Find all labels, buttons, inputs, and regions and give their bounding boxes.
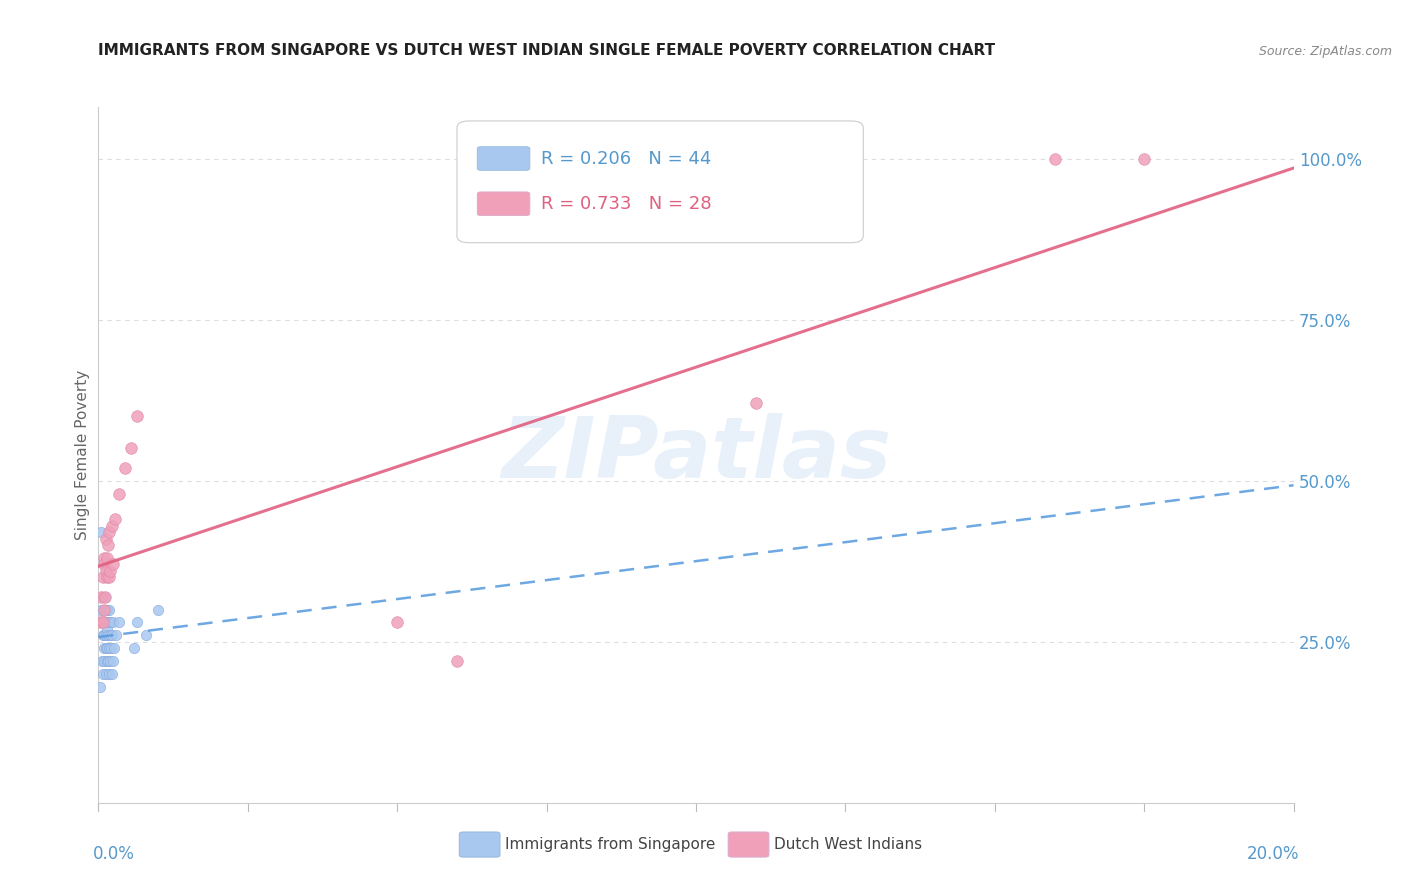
Point [124, 641, 146, 656]
Point [94, 590, 117, 604]
Point [103, 558, 125, 572]
Point [94, 667, 117, 681]
FancyBboxPatch shape [460, 832, 501, 857]
Text: IMMIGRANTS FROM SINGAPORE VS DUTCH WEST INDIAN SINGLE FEMALE POVERTY CORRELATION: IMMIGRANTS FROM SINGAPORE VS DUTCH WEST … [98, 43, 995, 58]
Y-axis label: Single Female Poverty: Single Female Poverty [75, 370, 90, 540]
Point [104, 512, 127, 526]
FancyBboxPatch shape [728, 832, 769, 857]
Point [94, 564, 117, 578]
Point [100, 564, 122, 578]
Point [96, 615, 118, 630]
Point [98, 570, 121, 584]
Point [90, 590, 112, 604]
Point [385, 615, 409, 630]
Point [120, 442, 142, 456]
Point [94, 641, 117, 656]
Point [96, 532, 118, 546]
Point [89, 680, 111, 694]
Point [97, 525, 120, 540]
Point [97, 538, 120, 552]
Point [1043, 152, 1066, 166]
Point [94, 615, 117, 630]
Text: R = 0.206   N = 44: R = 0.206 N = 44 [540, 150, 711, 168]
Text: Immigrants from Singapore: Immigrants from Singapore [505, 837, 716, 852]
Point [91, 667, 114, 681]
Point [98, 602, 121, 616]
Point [114, 460, 136, 475]
Point [91, 590, 114, 604]
Point [446, 654, 468, 668]
Point [98, 628, 121, 642]
Point [89, 615, 111, 630]
FancyBboxPatch shape [457, 121, 863, 243]
Point [127, 409, 149, 424]
Point [745, 396, 768, 410]
Point [135, 628, 157, 642]
Point [93, 628, 115, 642]
Point [98, 641, 121, 656]
Point [94, 590, 117, 604]
Point [108, 486, 131, 500]
Point [97, 628, 120, 642]
Point [96, 602, 118, 616]
Point [100, 641, 122, 656]
Point [96, 622, 118, 636]
Point [103, 615, 125, 630]
Point [93, 602, 115, 616]
Point [91, 615, 114, 630]
Point [90, 525, 112, 540]
Point [96, 602, 118, 616]
Point [93, 558, 115, 572]
Point [100, 518, 122, 533]
Point [93, 602, 115, 616]
Point [105, 628, 128, 642]
Point [100, 615, 122, 630]
Point [97, 667, 120, 681]
Text: 0.0%: 0.0% [93, 845, 135, 863]
Point [1133, 152, 1156, 166]
Point [93, 641, 115, 656]
Point [93, 551, 115, 566]
Point [108, 615, 131, 630]
Point [101, 654, 124, 668]
Text: ZIPatlas: ZIPatlas [501, 413, 891, 497]
Point [91, 628, 114, 642]
Point [91, 615, 114, 630]
Point [101, 628, 124, 642]
Point [91, 570, 114, 584]
Point [96, 551, 118, 566]
Point [96, 628, 118, 642]
Point [96, 654, 118, 668]
Point [93, 654, 115, 668]
FancyBboxPatch shape [477, 146, 530, 170]
Text: Source: ZipAtlas.com: Source: ZipAtlas.com [1258, 45, 1392, 58]
Point [148, 602, 170, 616]
Point [97, 654, 120, 668]
Point [90, 602, 112, 616]
Text: R = 0.733   N = 28: R = 0.733 N = 28 [540, 194, 711, 213]
FancyBboxPatch shape [477, 192, 530, 216]
Point [96, 570, 118, 584]
Point [100, 654, 122, 668]
Point [100, 667, 122, 681]
Point [96, 641, 118, 656]
Point [97, 615, 120, 630]
Point [91, 654, 114, 668]
Text: Dutch West Indians: Dutch West Indians [773, 837, 922, 852]
Text: 20.0%: 20.0% [1247, 845, 1299, 863]
Point [103, 641, 125, 656]
Point [127, 615, 149, 630]
